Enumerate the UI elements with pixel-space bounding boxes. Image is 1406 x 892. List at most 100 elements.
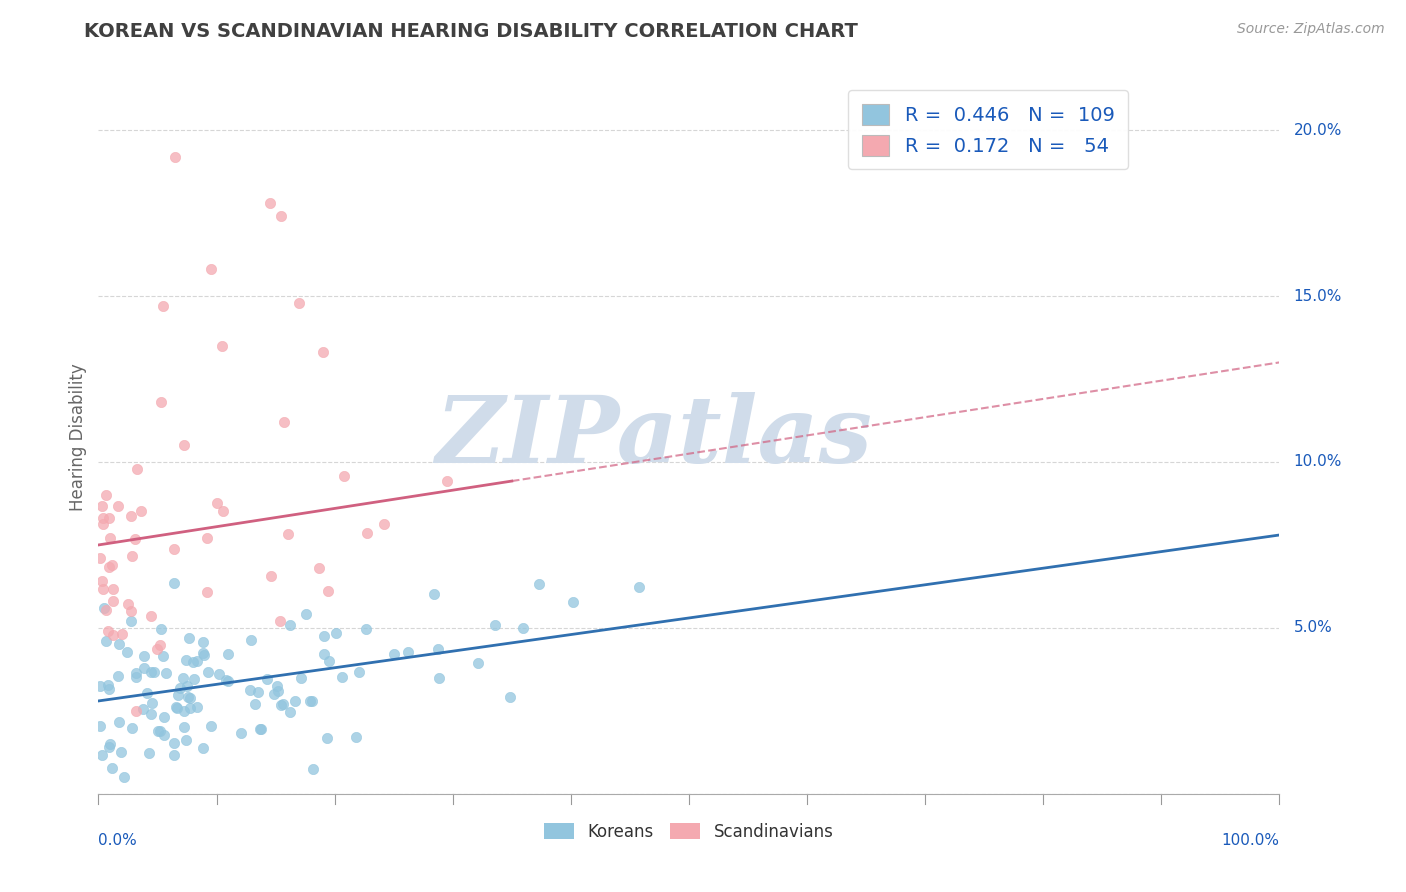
Point [260,569,283,583]
Point [215,673,238,687]
Point [427,672,450,686]
Point [101,582,124,596]
Point [200,262,222,277]
Point [165,699,187,714]
Point [134,648,156,663]
Point [169,681,191,695]
Point [197,665,219,679]
Point [117,598,139,612]
Point [354,622,377,636]
Point [111,627,134,641]
Point [152,299,174,313]
Point [249,722,271,736]
Point [153,710,176,724]
Point [186,654,208,668]
Point [103,627,125,641]
Point [498,690,520,704]
Point [115,645,138,659]
Point [149,394,172,409]
Point [280,618,302,632]
Point [290,671,312,685]
Point [96,488,118,502]
Point [107,637,129,651]
Point [318,584,340,599]
Point [186,700,208,714]
Point [314,628,336,642]
Point [110,745,132,759]
Point [132,702,155,716]
Point [256,673,278,687]
Point [529,576,551,591]
Point [332,670,354,684]
Point [101,594,124,608]
Point [211,339,233,353]
Point [217,674,239,689]
Text: 15.0%: 15.0% [1294,288,1341,303]
Point [97,511,120,525]
Point [134,661,156,675]
Point [177,631,200,645]
Point [176,679,198,693]
Text: 5.0%: 5.0% [1294,621,1333,635]
Text: 0.0%: 0.0% [98,833,138,848]
Point [150,622,173,636]
Point [181,655,204,669]
Point [200,719,222,733]
Point [325,626,347,640]
Point [243,697,266,711]
Text: 10.0%: 10.0% [1294,454,1341,469]
Point [100,531,122,545]
Point [89,679,111,693]
Point [315,731,337,746]
Point [356,525,378,540]
Point [239,632,262,647]
Point [173,438,195,452]
Point [229,726,252,740]
Point [124,704,146,718]
Point [131,504,153,518]
Point [93,601,115,615]
Point [207,496,229,510]
Point [298,694,321,708]
Y-axis label: Hearing Disability: Hearing Disability [69,363,87,511]
Point [193,646,215,660]
Text: KOREAN VS SCANDINAVIAN HEARING DISABILITY CORRELATION CHART: KOREAN VS SCANDINAVIAN HEARING DISABILIT… [84,22,858,41]
Point [284,693,307,707]
Point [174,732,197,747]
Point [91,574,114,589]
Point [163,576,186,591]
Point [112,770,135,784]
Point [91,500,114,514]
Point [107,499,129,513]
Point [135,686,157,700]
Point [153,728,176,742]
Point [139,609,162,624]
Point [267,684,290,698]
Point [155,666,177,681]
Point [259,196,281,211]
Point [98,739,121,754]
Legend: R =  0.446   N =  109, R =  0.172   N =   54: R = 0.446 N = 109, R = 0.172 N = 54 [848,90,1128,169]
Point [628,580,651,594]
Point [271,697,294,711]
Point [183,673,205,687]
Point [512,621,534,635]
Point [195,531,218,545]
Point [98,737,121,751]
Point [124,533,146,547]
Point [146,642,169,657]
Point [278,705,301,719]
Point [273,416,295,430]
Point [125,462,148,476]
Point [177,690,200,704]
Point [149,724,172,739]
Point [193,740,215,755]
Point [308,560,330,574]
Point [301,694,323,708]
Point [165,150,187,164]
Point [166,701,188,715]
Point [97,624,120,638]
Point [125,666,148,681]
Point [246,685,269,699]
Point [211,504,233,518]
